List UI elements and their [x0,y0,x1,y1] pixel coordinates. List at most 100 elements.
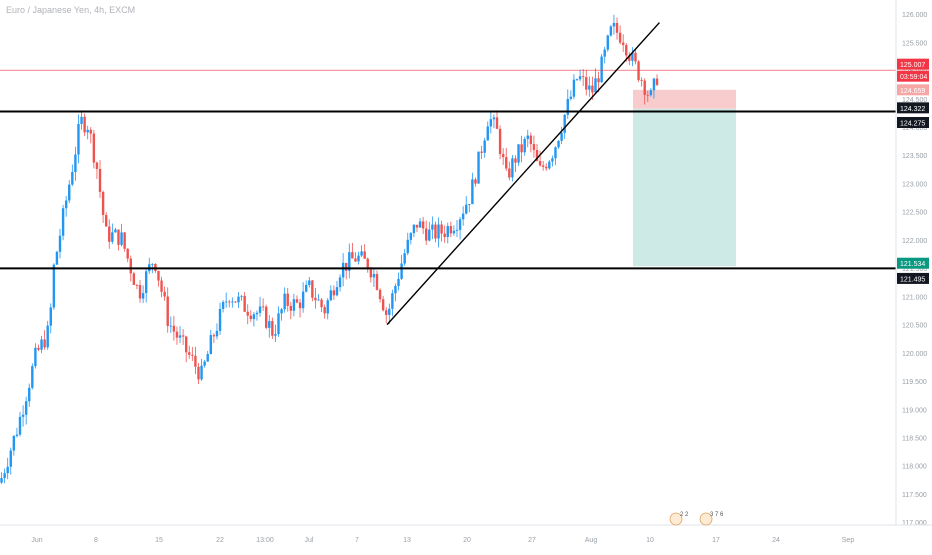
candle-body [231,301,234,303]
candle-body [566,98,569,115]
price-tick: 119.500 [902,379,927,386]
candle-body [434,224,437,239]
candle-body [123,232,126,249]
candle-body [649,90,653,96]
candle-body [351,252,354,259]
candle-body [612,22,616,27]
candle-body [409,233,413,240]
candle-body [572,79,576,97]
candle-body [138,284,142,299]
candle-body [184,336,188,353]
candle-body [465,204,468,214]
candle-body [178,335,182,338]
candle-body [264,306,268,328]
candle-body [357,255,360,262]
candle-body [215,330,219,337]
candle-body [508,168,511,178]
candle-body [560,132,563,141]
candle-body [366,258,369,270]
candle-body [575,79,579,80]
candle-body [535,150,539,161]
candle-body [461,213,465,220]
candle-body [28,387,31,402]
candle-body [514,158,517,163]
candle-body [557,140,560,148]
candle-body [166,296,169,326]
candle-body [400,263,403,279]
candle-body [228,301,231,303]
candle-body [304,284,308,292]
price-tick: 123.500 [902,153,927,160]
candle-body [541,165,545,167]
support-level-label-bg [897,272,929,284]
candle-body [92,133,96,163]
time-tick: Sep [842,537,855,544]
candle-body [46,325,49,348]
price-tick: 124.000 [902,125,927,132]
candle-body [480,151,483,153]
candle-body [83,116,86,133]
candle-body [0,478,3,483]
candle-body [188,352,191,355]
candles [0,14,659,484]
candle-body [551,158,554,162]
candle-body [548,161,551,169]
candle-body [428,229,431,241]
candle-body [89,129,92,134]
time-tick: 13 [403,537,411,544]
countdown-label: 03:59:04 [900,74,927,81]
current-price-label-bg [897,58,929,70]
price-labels: 125.007 03:59:04 124.659 124.322 124.275 121.… [897,58,929,284]
candle-body [489,119,493,127]
candle-body [6,466,9,474]
candle-body [49,307,52,326]
candle-body [345,262,348,271]
candle-body [120,232,123,245]
candle-body [157,270,160,281]
candle-body [326,300,329,314]
candle-body [314,297,317,301]
candle-body [425,228,428,241]
events-icon-1-badge [669,512,683,526]
price-tick: 118.500 [902,436,927,443]
candle-body [585,77,588,90]
candle-body [144,271,148,294]
candle-body [603,49,606,57]
drawn-lines [0,22,896,326]
candle-body [255,312,259,315]
candle-body [569,96,573,99]
candle-body [597,78,600,83]
candle-body [261,306,265,308]
candle-body [443,233,446,237]
trendline [386,22,660,326]
candle-body [618,32,622,43]
candle-body [34,347,37,367]
candle-body [55,251,59,265]
candle-body [74,154,77,173]
support-level-label: 121.495 [900,276,925,283]
countdown-label-bg [897,70,929,82]
candle-body [437,224,440,239]
candle-body [397,278,400,287]
price-tick: 121.500 [902,266,927,273]
candle-body [455,229,459,231]
price-tick: 125.500 [902,40,927,47]
candle-body [298,302,302,309]
candle-body [418,221,422,228]
candle-body [483,140,486,153]
stop-loss-label: 124.659 [900,88,925,95]
candle-body [194,355,197,367]
candle-body [320,299,323,308]
candle-body [101,191,105,215]
candle-body [440,224,443,234]
events-icon-2-text: 3 7 6 [710,512,724,518]
candle-body [523,138,526,153]
price-tick: 122.500 [902,210,927,217]
candle-body [578,76,582,80]
price-tick: 122.000 [902,238,927,245]
candle-body [363,251,366,259]
candle-body [234,301,237,303]
candle-body [381,299,385,311]
